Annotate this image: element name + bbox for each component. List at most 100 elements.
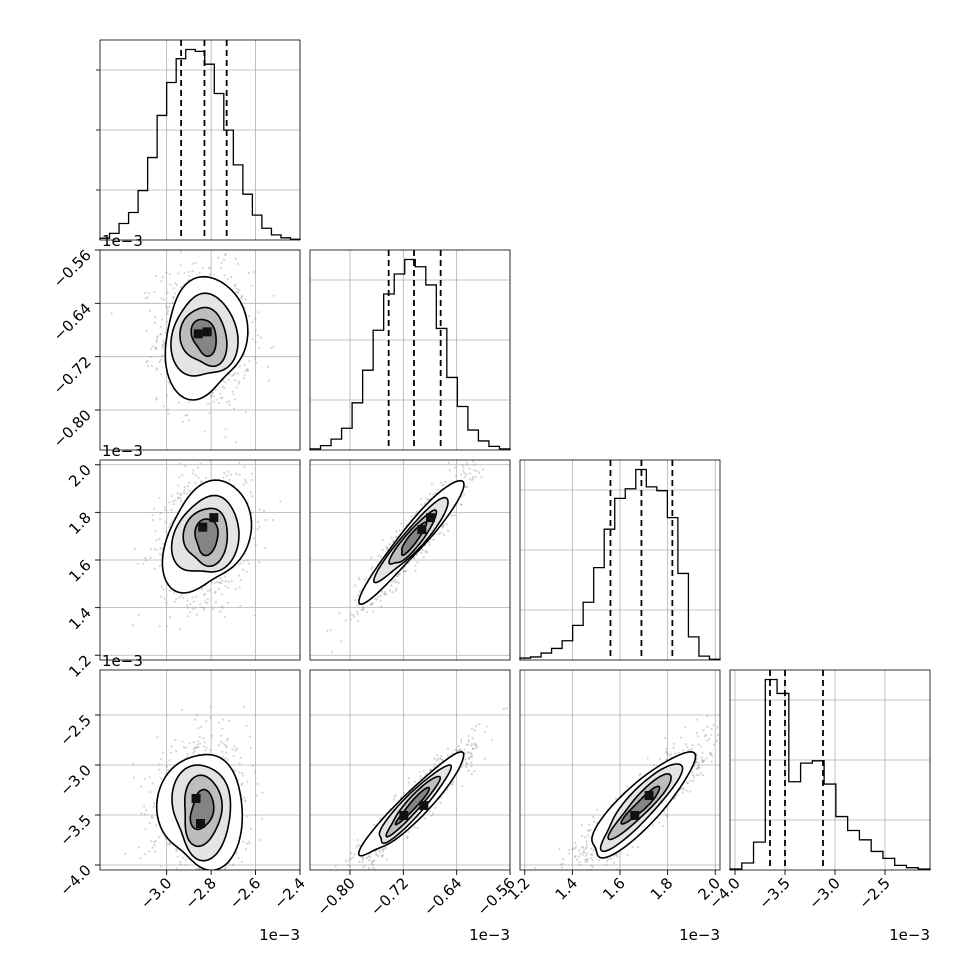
scatter-point [390, 584, 393, 587]
scatter-point [362, 858, 365, 861]
scatter-point [199, 603, 202, 606]
scatter-point [236, 291, 239, 294]
scatter-point [219, 454, 221, 456]
scatter-point [189, 603, 192, 606]
scatter-point [590, 864, 593, 867]
scatter-point [471, 737, 474, 740]
scatter-point [187, 419, 190, 422]
scatter-point [505, 707, 508, 710]
scatter-point [211, 456, 213, 458]
scatter-point [352, 856, 355, 859]
scatter-point [368, 854, 371, 857]
density-layer [326, 460, 485, 653]
scatter-point [155, 346, 158, 349]
scatter-point [197, 727, 200, 730]
scatter-point [178, 492, 181, 496]
scatter-point [467, 769, 470, 772]
scatter-point [194, 746, 197, 749]
scatter-point [183, 491, 186, 494]
scatter-point [331, 650, 334, 653]
scatter-point [210, 394, 213, 397]
scatter-point [250, 284, 253, 287]
scatter-point [433, 757, 436, 760]
scatter-point [217, 918, 219, 920]
scatter-point [397, 574, 400, 578]
scatter-point [206, 598, 209, 601]
scatter-point [254, 340, 257, 344]
scatter-point [175, 848, 178, 851]
scatter-point [222, 742, 225, 745]
scatter-point [665, 747, 668, 751]
scatter-point [583, 858, 586, 862]
scatter-point [200, 606, 203, 609]
scatter-point [470, 744, 473, 747]
scatter-point [131, 624, 134, 627]
scatter-point [247, 369, 250, 372]
scatter-point [349, 613, 352, 616]
scatter-point [231, 748, 234, 751]
scatter-point [221, 579, 224, 583]
scatter-point [217, 256, 220, 259]
scatter-point [172, 905, 174, 907]
scatter-point [133, 547, 136, 551]
scatter-point [175, 849, 178, 853]
scatter-point [416, 826, 419, 830]
scatter-point [427, 541, 431, 544]
scatter-point [228, 719, 231, 722]
scatter-point [468, 478, 471, 481]
scatter-point [186, 485, 190, 488]
scatter-point [212, 400, 215, 403]
scatter-point [174, 282, 177, 285]
scatter-point [384, 846, 387, 849]
scatter-point [178, 886, 180, 888]
scatter-point [240, 860, 243, 863]
scatter-point [439, 481, 442, 484]
scatter-point [457, 744, 460, 748]
scatter-point [605, 863, 608, 866]
scatter-point [414, 564, 417, 567]
scatter-point [455, 750, 458, 753]
scatter-point [429, 769, 432, 772]
scatter-point [158, 537, 161, 541]
scatter-point [187, 876, 189, 878]
scatter-point [227, 378, 230, 382]
scatter-point [221, 727, 224, 730]
scatter-point [153, 802, 156, 805]
scatter-point [160, 585, 163, 588]
scatter-point [257, 520, 260, 524]
scatter-point [436, 488, 439, 491]
scatter-point [183, 489, 186, 492]
scatter-point [473, 729, 476, 732]
scatter-point [377, 554, 380, 557]
scatter-point [186, 606, 190, 610]
scatter-point [463, 752, 467, 755]
scatter-point [391, 579, 394, 582]
scatter-point [448, 469, 451, 472]
scatter-point [470, 756, 474, 759]
scatter-point [231, 863, 235, 867]
scatter-point [151, 514, 154, 517]
scatter-point [173, 502, 176, 506]
scatter-point [166, 843, 169, 846]
scatter-point [380, 605, 383, 608]
scatter-point [214, 600, 217, 604]
scatter-point [146, 359, 149, 362]
scatter-point [246, 368, 249, 371]
scatter-point [470, 765, 473, 768]
scatter-point [279, 500, 282, 503]
scatter-point [154, 346, 157, 349]
scatter-point [242, 483, 245, 486]
scatter-point [475, 744, 478, 747]
scatter-point [251, 764, 254, 768]
density-peak [417, 525, 427, 535]
scatter-point [302, 929, 304, 931]
scatter-point [684, 726, 687, 729]
scatter-point [345, 859, 348, 863]
scatter-point [223, 471, 226, 475]
scatter-point [192, 752, 195, 755]
scatter-point [253, 771, 256, 774]
scatter-point [165, 305, 168, 308]
scatter-point [223, 254, 227, 257]
scatter-point [179, 497, 182, 500]
